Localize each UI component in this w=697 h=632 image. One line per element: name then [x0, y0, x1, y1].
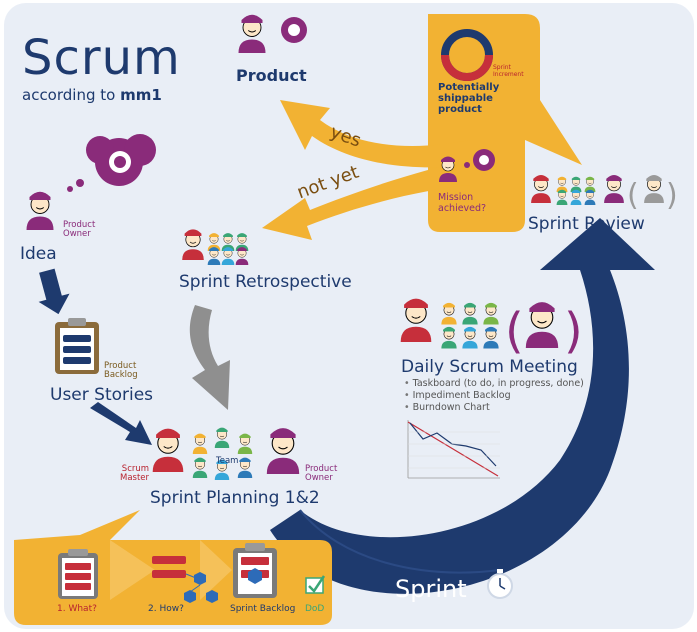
what-clipboard-icon: [58, 549, 98, 599]
clipboard-icon: [55, 318, 99, 374]
thought-bubble-icon: [67, 134, 156, 192]
subtitle-brand: mm1: [120, 86, 162, 104]
burndown-chart-icon: [407, 420, 500, 479]
daily-item: Taskboard (to do, in progress, done): [404, 378, 584, 390]
svg-text:(: (: [627, 178, 639, 213]
not-yet-arrow: [262, 160, 470, 240]
review-team-icon: ( ): [530, 174, 678, 213]
mission-achieved-label: Mission achieved?: [438, 192, 487, 214]
daily-scrum-team-icon: ( ): [399, 297, 583, 359]
idea-to-stories-arrow: [38, 268, 70, 315]
page-subtitle: according to mm1: [22, 86, 162, 104]
svg-text:): ): [666, 178, 678, 213]
sprint-retrospective-label: Sprint Retrospective: [179, 272, 352, 292]
daily-item: Impediment Backlog: [404, 390, 584, 402]
sprint-label: Sprint: [395, 575, 467, 603]
sprint-planning-label: Sprint Planning 1&2: [150, 488, 320, 508]
how-diagram-icon: [152, 556, 218, 603]
product-backlog-label: Product Backlog: [104, 361, 138, 380]
mission-bubble-icon: [464, 149, 495, 171]
sprint-backlog-clipboard-icon: [233, 543, 277, 598]
sprint-review-label: Sprint Review: [528, 214, 645, 234]
page-title: Scrum: [22, 30, 181, 86]
sprint-backlog-label: Sprint Backlog: [230, 604, 296, 614]
retro-to-planning-arrow: [189, 305, 230, 410]
sprint-arc: [270, 218, 655, 594]
daily-scrum-label: Daily Scrum Meeting: [401, 357, 578, 377]
ring-chart-icon: [441, 29, 493, 81]
sprint-increment-label: Sprint Increment: [493, 64, 524, 78]
scrum-master-label: Scrum Master: [120, 464, 150, 483]
yes-arrow: [280, 100, 470, 168]
potentially-shippable-label: Potentially shippable product: [438, 82, 500, 115]
daily-scrum-items: Taskboard (to do, in progress, done) Imp…: [404, 378, 584, 414]
stories-to-planning-arrow: [90, 402, 152, 445]
checkbox-icon: [305, 575, 326, 594]
subtitle-prefix: according to: [22, 86, 116, 104]
idea-label: Idea: [20, 244, 57, 264]
what-label: 1. What?: [57, 604, 97, 614]
svg-text:): ): [564, 303, 583, 359]
team-label: Team: [216, 456, 239, 466]
svg-text:(: (: [505, 303, 524, 359]
product-owner-label: Product Owner: [63, 220, 96, 239]
daily-item: Burndown Chart: [404, 402, 584, 414]
product-label: Product: [236, 66, 307, 85]
user-stories-label: User Stories: [50, 385, 154, 405]
stopwatch-icon: [487, 569, 513, 599]
how-label: 2. How?: [148, 604, 184, 614]
dod-label: DoD: [305, 604, 325, 614]
product-owner-2-label: Product Owner: [305, 464, 338, 483]
